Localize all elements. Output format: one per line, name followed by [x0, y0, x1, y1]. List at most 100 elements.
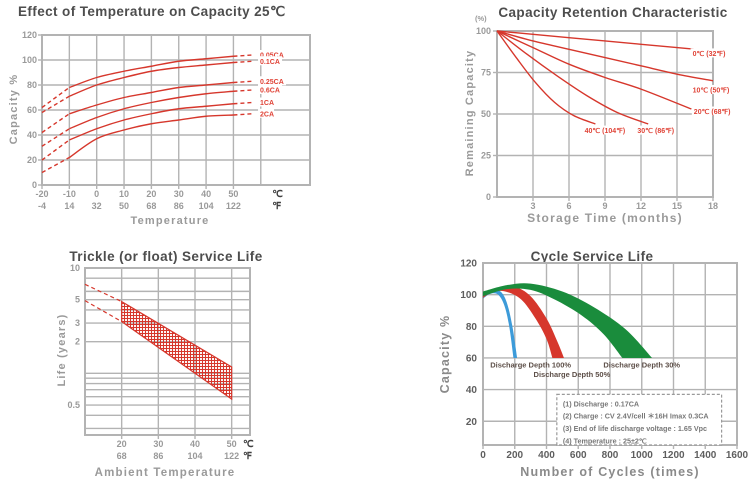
panel-trickle-service-life: Trickle (or float) Service Life Life (ye… — [0, 248, 375, 497]
x-axis-label-temperature: Temperature — [130, 215, 210, 227]
svg-text:9: 9 — [602, 201, 607, 211]
chart-title-cycle-service-life: Cycle Service Life — [530, 249, 654, 264]
svg-text:50: 50 — [481, 109, 491, 119]
svg-text:122: 122 — [226, 201, 241, 211]
svg-text:1000: 1000 — [631, 450, 654, 461]
svg-text:1400: 1400 — [694, 450, 717, 461]
svg-text:18: 18 — [708, 201, 718, 211]
svg-text:-4: -4 — [38, 201, 46, 211]
svg-text:20: 20 — [117, 439, 127, 449]
svg-text:10: 10 — [119, 189, 129, 199]
svg-text:30: 30 — [174, 189, 184, 199]
svg-text:0.6CA: 0.6CA — [260, 88, 280, 95]
svg-text:℃: ℃ — [243, 439, 254, 450]
svg-text:68: 68 — [146, 201, 156, 211]
svg-text:14: 14 — [64, 201, 74, 211]
svg-text:1CA: 1CA — [260, 100, 274, 107]
svg-text:(3) End of life discharge volt: (3) End of life discharge voltage : 1.65… — [563, 424, 707, 433]
y-axis-unit-percent: (%) — [475, 14, 487, 23]
svg-text:25: 25 — [481, 151, 491, 161]
svg-text:(4) Temperature : 25±2℃: (4) Temperature : 25±2℃ — [563, 436, 647, 445]
svg-text:86: 86 — [153, 451, 163, 461]
svg-text:20℃ (68℉): 20℃ (68℉) — [694, 108, 731, 116]
svg-text:120: 120 — [22, 30, 37, 40]
svg-text:200: 200 — [506, 450, 523, 461]
svg-text:104: 104 — [199, 201, 214, 211]
plot-capacity-retention: 0 25 50 75 100 3 6 9 12 15 18 0℃ (32℉) 10℃ (50℉) 20℃ … — [476, 26, 731, 211]
svg-text:0.05CA: 0.05CA — [260, 53, 284, 60]
svg-text:0: 0 — [480, 450, 486, 461]
svg-text:800: 800 — [602, 450, 619, 461]
svg-text:600: 600 — [570, 450, 587, 461]
svg-text:100: 100 — [22, 55, 37, 65]
svg-text:50: 50 — [227, 439, 237, 449]
svg-text:50: 50 — [119, 201, 129, 211]
svg-text:60: 60 — [27, 105, 37, 115]
svg-text:100: 100 — [476, 26, 491, 36]
plot-trickle-service-life: 10 5 3 2 0.5 20 30 40 50 68 86 104 122 ℃℉ — [67, 263, 254, 462]
svg-text:30: 30 — [153, 439, 163, 449]
svg-text:80: 80 — [466, 322, 478, 333]
svg-text:Discharge Depth 30%: Discharge Depth 30% — [603, 360, 680, 369]
panel-cycle-service-life: Cycle Service Life Capacity % Number of … — [375, 248, 750, 497]
svg-text:20: 20 — [146, 189, 156, 199]
svg-text:1600: 1600 — [726, 450, 749, 461]
svg-text:80: 80 — [27, 80, 37, 90]
svg-text:10℃ (50℉): 10℃ (50℉) — [693, 86, 730, 94]
svg-text:12: 12 — [636, 201, 646, 211]
svg-text:1200: 1200 — [662, 450, 685, 461]
chart-title-temperature-capacity: Effect of Temperature on Capacity 25℃ — [18, 4, 286, 19]
svg-text:60: 60 — [466, 353, 478, 364]
svg-text:68: 68 — [117, 451, 127, 461]
x-axis-label-storage-time: Storage Time (months) — [527, 211, 683, 225]
plot-temperature-capacity: 0 20 40 60 80 100 120 -20 -10 0 10 20 30 40 50 -4 14 32 50… — [22, 30, 311, 212]
svg-text:40℃ (104℉): 40℃ (104℉) — [585, 127, 626, 135]
chart-title-capacity-retention: Capacity Retention Characteristic — [498, 5, 728, 20]
svg-text:0.5: 0.5 — [67, 400, 80, 410]
svg-text:30℃ (86℉): 30℃ (86℉) — [637, 127, 674, 135]
svg-text:15: 15 — [672, 201, 682, 211]
svg-text:50: 50 — [228, 189, 238, 199]
plot-cycle-service-life: Discharge Depth 100%Discharge Depth 50%D… — [460, 259, 749, 462]
svg-text:-20: -20 — [35, 189, 48, 199]
svg-text:0: 0 — [486, 192, 491, 202]
x-axis-label-number-of-cycles: Number of Cycles (times) — [520, 465, 700, 479]
svg-text:75: 75 — [481, 68, 491, 78]
svg-text:3: 3 — [530, 201, 535, 211]
svg-text:2CA: 2CA — [260, 111, 274, 118]
svg-text:0: 0 — [94, 189, 99, 199]
svg-text:0.25CA: 0.25CA — [260, 79, 284, 86]
svg-text:104: 104 — [187, 451, 202, 461]
svg-text:10: 10 — [70, 263, 80, 273]
svg-text:2: 2 — [75, 337, 80, 347]
x-axis-label-ambient-temperature: Ambient Temperature — [94, 467, 236, 479]
svg-text:40: 40 — [466, 385, 478, 396]
svg-text:(2) Charge : CV 2.4V/cell ＊16H: (2) Charge : CV 2.4V/cell ＊16H Imax 0.3C… — [563, 412, 709, 421]
panel-capacity-retention: Capacity Retention Characteristic (%) Re… — [375, 0, 750, 248]
svg-text:℉: ℉ — [272, 201, 282, 212]
svg-text:20: 20 — [27, 155, 37, 165]
svg-text:3: 3 — [75, 318, 80, 328]
svg-text:40: 40 — [27, 130, 37, 140]
svg-text:40: 40 — [201, 189, 211, 199]
svg-text:0: 0 — [32, 180, 37, 190]
svg-text:6: 6 — [566, 201, 571, 211]
svg-text:400: 400 — [538, 450, 555, 461]
svg-text:32: 32 — [92, 201, 102, 211]
svg-text:20: 20 — [466, 417, 478, 428]
svg-text:Discharge Depth 50%: Discharge Depth 50% — [534, 370, 611, 379]
svg-text:122: 122 — [224, 451, 239, 461]
svg-text:0.1CA: 0.1CA — [260, 59, 280, 66]
svg-text:40: 40 — [190, 439, 200, 449]
svg-text:℃: ℃ — [272, 189, 283, 200]
panel-temperature-capacity: Effect of Temperature on Capacity 25℃ Ca… — [0, 0, 375, 248]
svg-text:(1) Discharge : 0.17CA: (1) Discharge : 0.17CA — [563, 399, 639, 408]
svg-text:℉: ℉ — [243, 451, 253, 462]
svg-text:100: 100 — [460, 290, 477, 301]
svg-text:-10: -10 — [63, 189, 76, 199]
svg-text:Discharge Depth 100%: Discharge Depth 100% — [490, 360, 571, 369]
chart-title-trickle-service-life: Trickle (or float) Service Life — [69, 249, 263, 264]
svg-text:120: 120 — [460, 259, 477, 270]
svg-text:86: 86 — [174, 201, 184, 211]
